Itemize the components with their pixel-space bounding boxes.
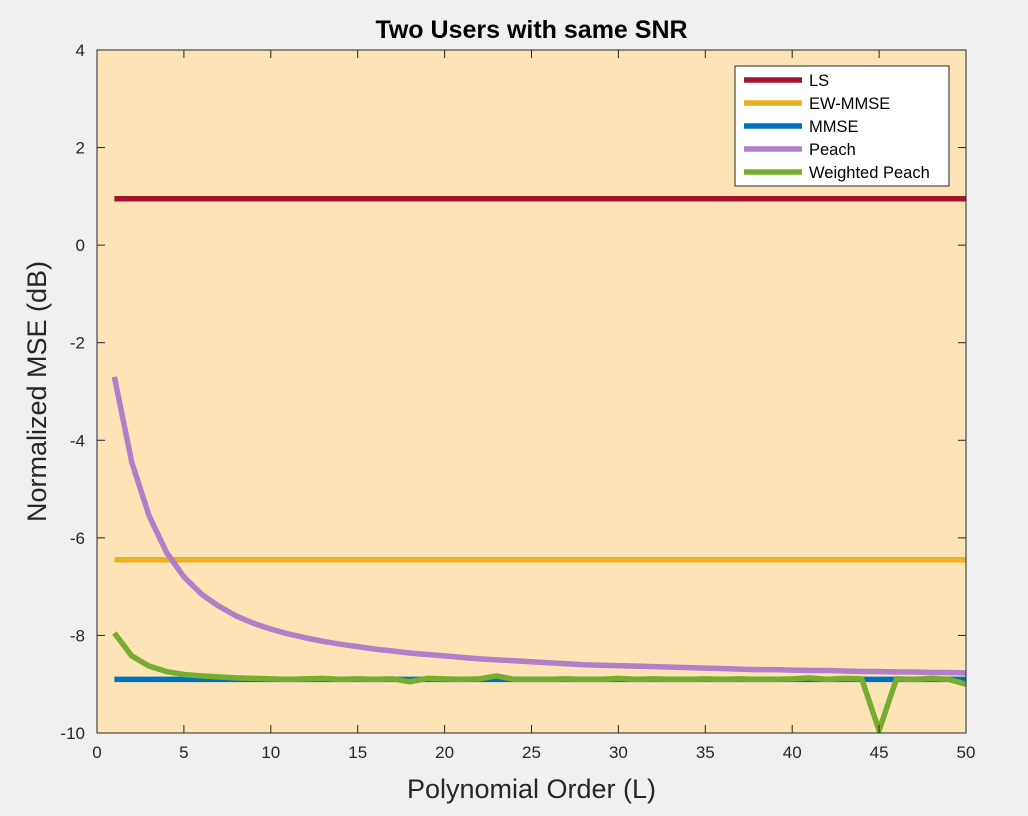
y-tick-label: -6 [70,529,85,548]
x-axis-label: Polynomial Order (L) [407,774,656,804]
series-layer [111,196,967,734]
y-tick-label: -2 [70,334,85,353]
series-line-weighted-peach [112,631,967,734]
series-line-peach [111,376,967,676]
legend[interactable]: LS EW-MMSE MMSE Peach Weighted Peach [734,65,950,187]
y-tick-label: 2 [76,139,85,158]
x-tick-label: 30 [609,743,628,762]
y-tick-label: -8 [70,626,85,645]
x-tick-label: 35 [696,743,715,762]
y-tick-label: -10 [60,724,85,743]
tick-layer: 0 5 10 15 20 25 30 35 40 45 50 -10 -8 -6 -4 -2 0 2 4 [60,41,975,762]
x-tick-label: 10 [261,743,280,762]
legend-label: LS [809,72,829,90]
x-tick-label: 50 [957,743,976,762]
y-axis-label: Normalized MSE (dB) [22,261,52,522]
chart-title: Two Users with same SNR [375,16,687,44]
x-tick-label: 5 [179,743,188,762]
x-tick-label: 0 [92,743,101,762]
x-tick-label: 45 [870,743,889,762]
legend-label: Peach [809,141,856,159]
legend-label: EW-MMSE [809,95,890,113]
y-tick-label: 4 [76,41,85,60]
x-tick-label: 25 [522,743,541,762]
x-tick-label: 20 [435,743,454,762]
x-tick-label: 40 [783,743,802,762]
y-tick-label: 0 [76,236,85,255]
legend-label: Weighted Peach [809,164,930,182]
legend-label: MMSE [809,118,859,136]
x-tick-label: 15 [348,743,367,762]
y-tick-label: -4 [70,431,85,450]
